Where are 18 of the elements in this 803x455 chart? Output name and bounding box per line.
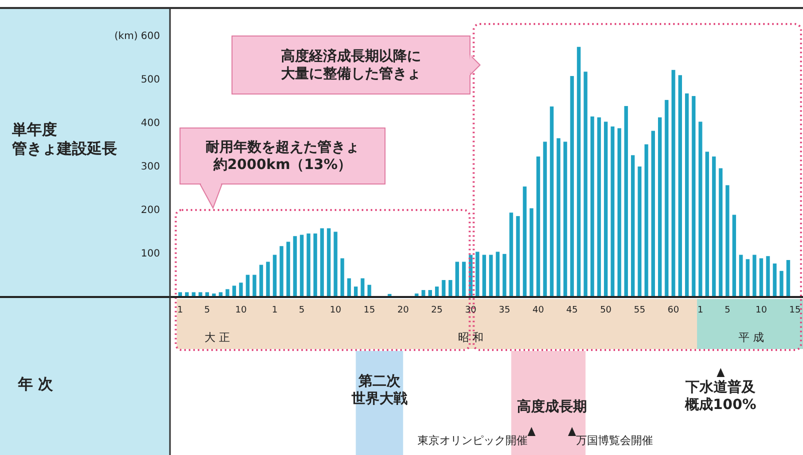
y-tick-label: 300 bbox=[140, 161, 160, 172]
annotation: 耐用年数を超えた管きょ約2000km（13%） bbox=[206, 139, 360, 173]
text: 高度成長期 bbox=[516, 398, 587, 415]
annotation: 高度経済成長期以降に大量に整備した管きょ bbox=[281, 47, 421, 82]
y-axis-title: 単年度管きょ建設延長 bbox=[11, 120, 117, 158]
text: 第二次世界大戦 bbox=[350, 373, 408, 407]
text: 万国博覧会開催 bbox=[576, 434, 654, 448]
y-tick-label: 400 bbox=[140, 118, 160, 129]
text: 大 正 bbox=[204, 331, 230, 344]
y-tick-label: 100 bbox=[140, 248, 160, 260]
y-tick-label: 500 bbox=[140, 74, 160, 86]
text: 平 成 bbox=[738, 331, 764, 344]
y-tick-label: (km) 600 bbox=[114, 30, 160, 42]
text: 昭 和 bbox=[458, 331, 484, 344]
text: 年 次 bbox=[17, 375, 54, 394]
y-tick-label: 200 bbox=[140, 204, 160, 216]
text: 下水道普及概成100% bbox=[684, 378, 757, 413]
text: 東京オリンピック開催 bbox=[417, 434, 528, 448]
